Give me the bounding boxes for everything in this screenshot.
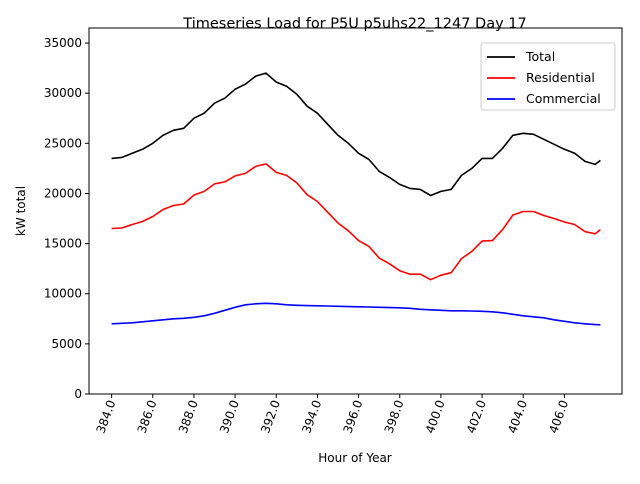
y-tick-label: 15000 — [44, 237, 82, 251]
y-tick-label: 5000 — [51, 337, 82, 351]
y-axis-label: kW total — [14, 186, 28, 236]
series-line-residential — [111, 163, 601, 281]
legend-label-residential: Residential — [526, 70, 595, 85]
y-tick-label: 20000 — [44, 186, 82, 200]
legend-label-commercial: Commercial — [526, 91, 601, 106]
y-tick-label: 25000 — [44, 136, 82, 150]
series-line-commercial — [111, 302, 601, 326]
legend-frame — [480, 42, 616, 111]
axes-frame — [88, 27, 623, 395]
series-line-total — [111, 72, 601, 197]
y-tick-label: 35000 — [44, 36, 82, 50]
legend-label-total: Total — [525, 49, 555, 64]
y-tick-label: 30000 — [44, 86, 82, 100]
y-tick-label: 10000 — [44, 287, 82, 301]
chart-title: Timeseries Load for P5U p5uhs22_1247 Day… — [182, 16, 526, 32]
y-tick-label: 0 — [74, 387, 82, 401]
x-axis-label: Hour of Year — [318, 451, 392, 465]
legend: Total Residential Commercial — [480, 42, 616, 111]
